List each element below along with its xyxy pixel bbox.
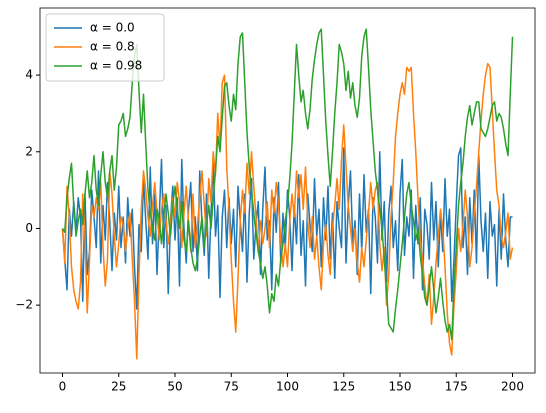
x-tick-label: 175 <box>445 380 468 394</box>
y-tick-label: −2 <box>15 298 33 312</box>
y-tick-label: 4 <box>25 68 33 82</box>
series-line <box>61 62 514 360</box>
y-tick-label: 2 <box>25 144 33 158</box>
y-tick-label: 0 <box>25 221 33 235</box>
x-tick-label: 200 <box>501 380 524 394</box>
x-tick-label: 100 <box>276 380 299 394</box>
x-tick-label: 50 <box>167 380 182 394</box>
x-tick-label: 0 <box>59 380 67 394</box>
x-tick-label: 125 <box>332 380 355 394</box>
legend-label: α = 0.0 <box>90 21 135 35</box>
legend-label: α = 0.8 <box>90 40 135 54</box>
x-tick-label: 75 <box>224 380 239 394</box>
x-tick-label: 25 <box>111 380 126 394</box>
legend-box <box>45 13 165 82</box>
legend-label: α = 0.98 <box>90 59 142 73</box>
x-tick-label: 150 <box>389 380 412 394</box>
axes-frame <box>39 7 536 374</box>
